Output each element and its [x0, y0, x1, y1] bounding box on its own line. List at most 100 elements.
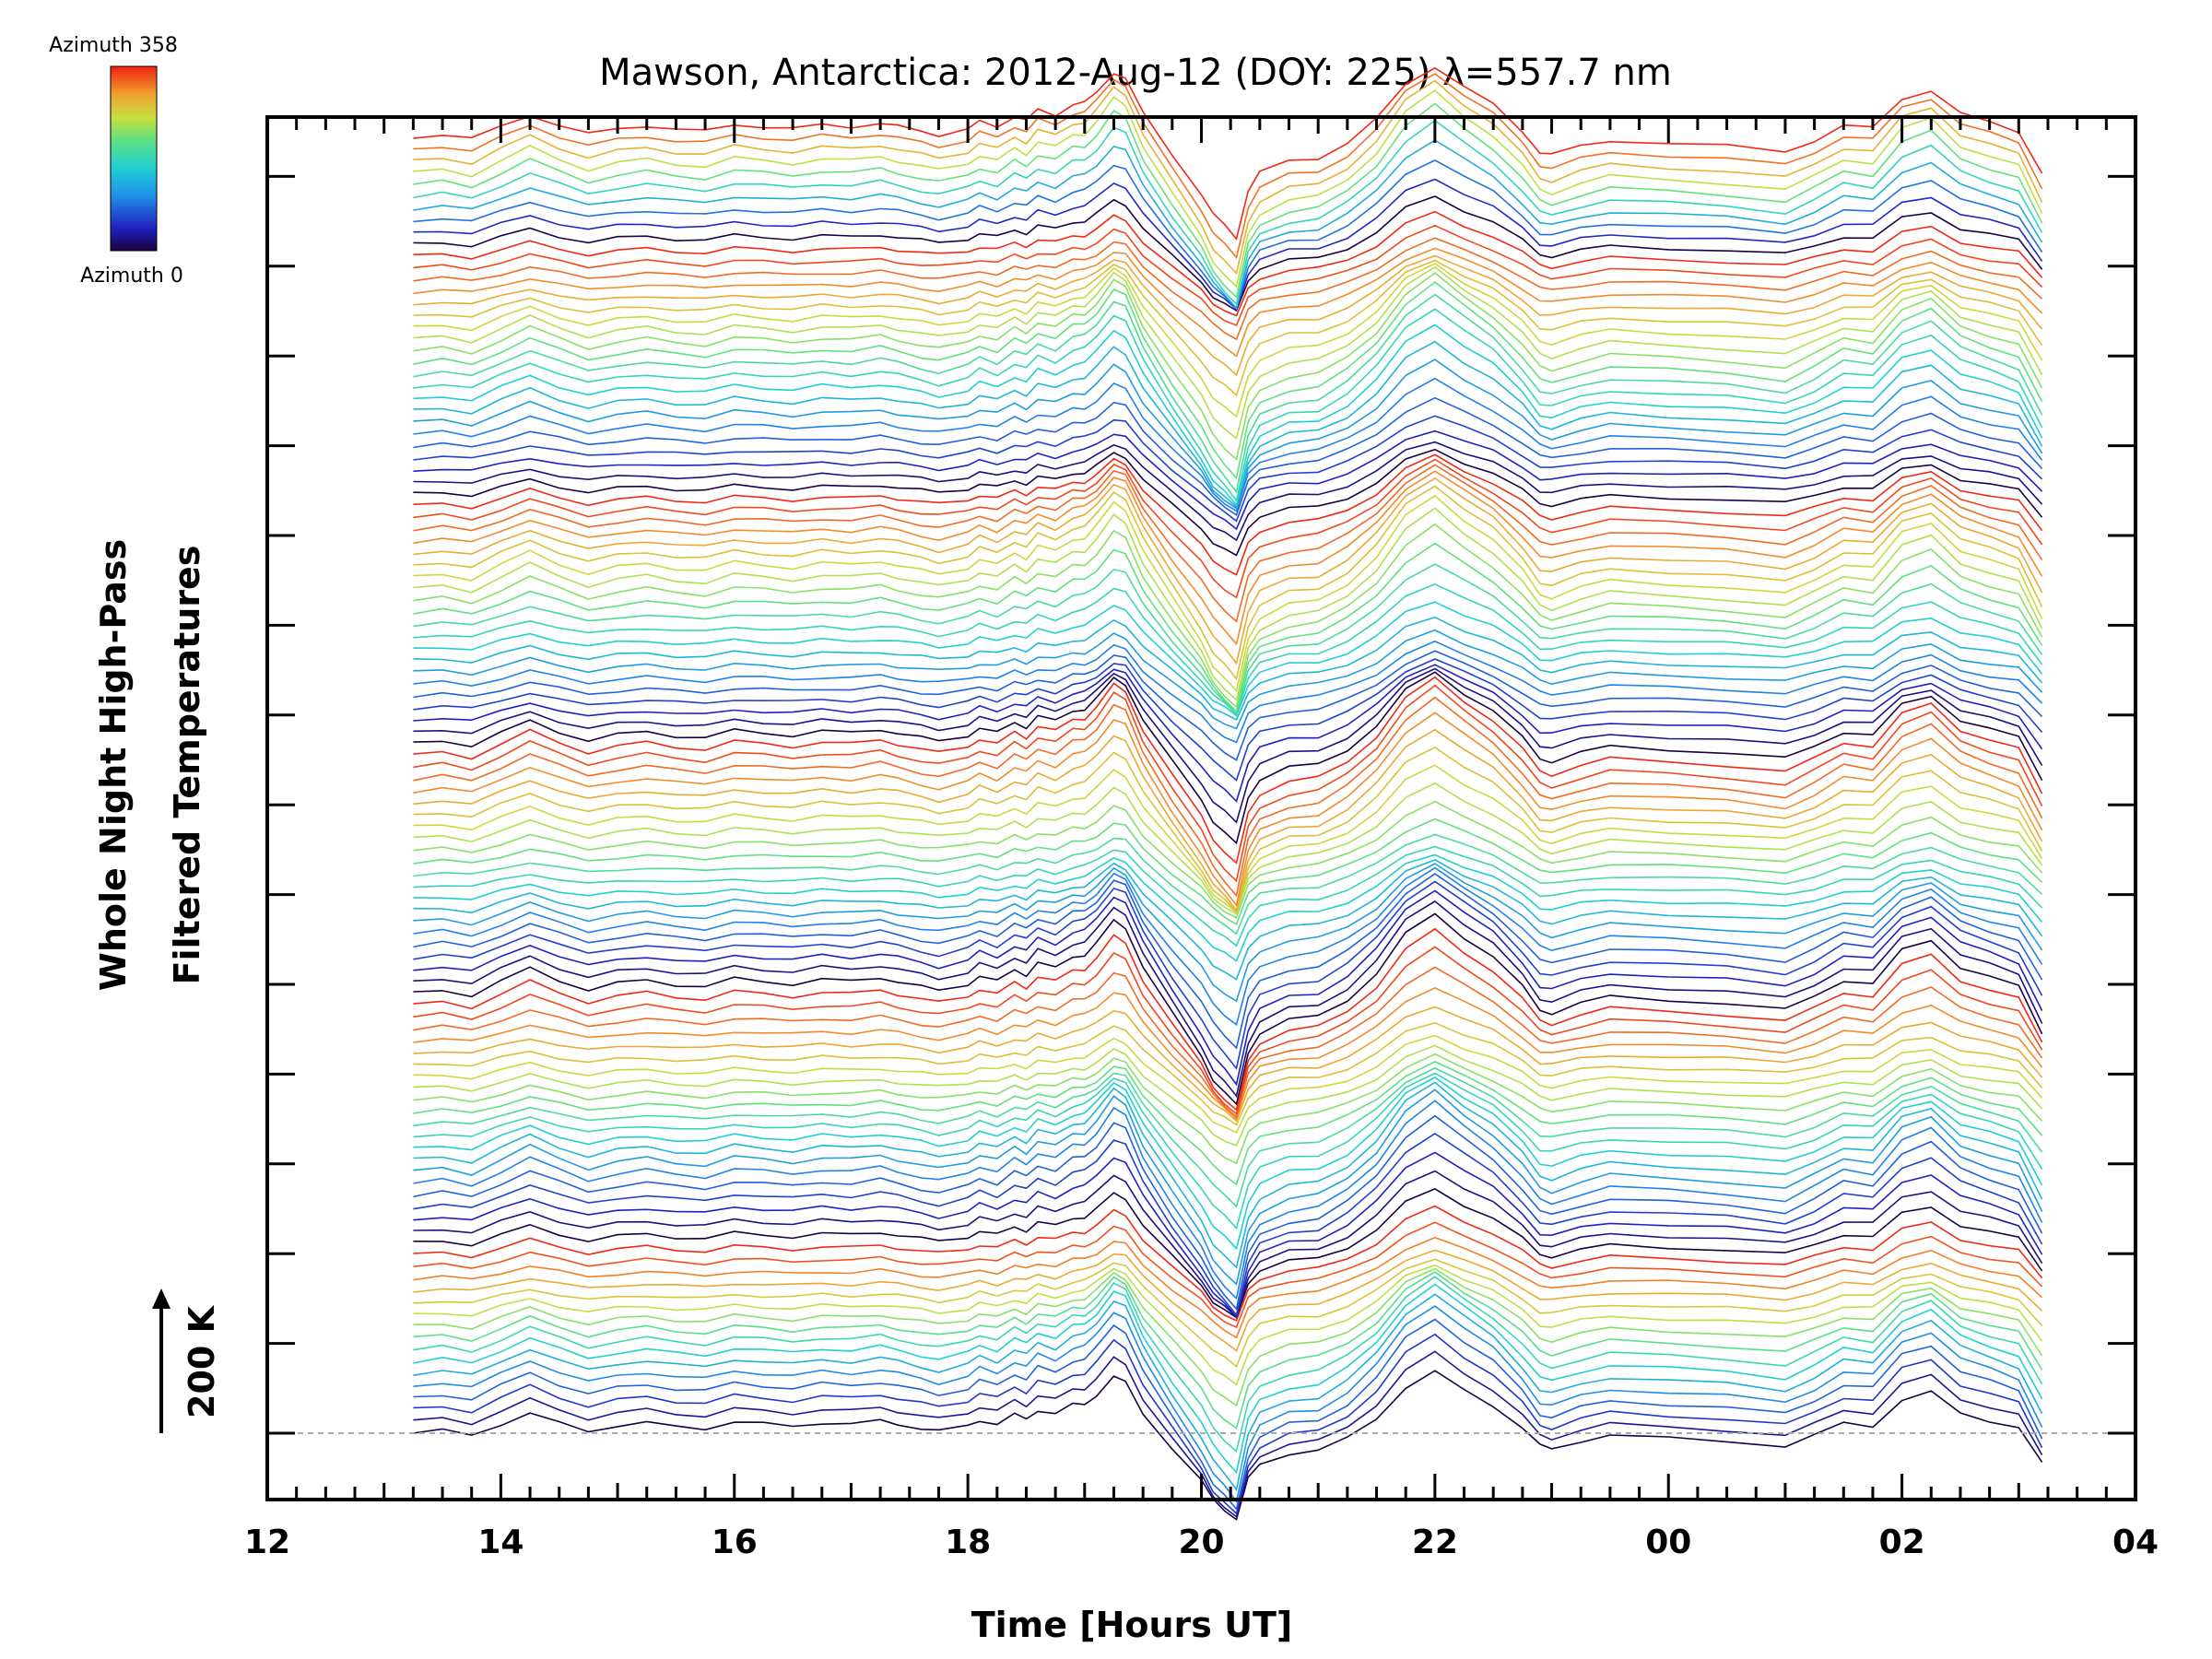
- series-line-6: [413, 1283, 2043, 1475]
- series-line-78: [413, 453, 2043, 576]
- series-line-107: [413, 79, 2043, 276]
- series-line-25: [413, 1072, 2043, 1230]
- x-tick-label: 22: [1412, 1524, 1458, 1561]
- series-line-89: [413, 293, 2043, 494]
- series-line-65: [413, 616, 2043, 722]
- series-line-51: [413, 764, 2043, 914]
- series-line-7: [413, 1276, 2043, 1453]
- series-line-24: [413, 1077, 2043, 1251]
- x-tick-label: 16: [712, 1524, 758, 1561]
- series-line-52: [413, 746, 2043, 913]
- series-line-105: [413, 102, 2043, 299]
- series-line-83: [413, 396, 2043, 517]
- series-line-45: [413, 853, 2043, 962]
- colorbar-gradient: [110, 65, 158, 252]
- series-line-98: [413, 224, 2043, 327]
- series-line-23: [413, 1081, 2043, 1269]
- x-tick-label: 12: [244, 1524, 290, 1561]
- series-line-18: [413, 1151, 2043, 1319]
- y-axis-label: Whole Night High-Pass Filtered Temperatu…: [93, 539, 207, 991]
- series-line-12: [413, 1249, 2043, 1352]
- series-line-36: [413, 927, 2043, 1112]
- series-line-72: [413, 494, 2043, 693]
- series-line-104: [413, 119, 2043, 306]
- series-line-84: [413, 377, 2043, 512]
- series-line-88: [413, 308, 2043, 503]
- series-line-102: [413, 159, 2043, 312]
- series-line-60: [413, 664, 2043, 803]
- scale-bar: 200 K: [152, 1288, 222, 1433]
- series-line-64: [413, 629, 2043, 730]
- series-line-41: [413, 873, 2043, 1050]
- series-line-99: [413, 210, 2043, 317]
- series-line-0: [413, 1370, 2043, 1521]
- series-line-10: [413, 1264, 2043, 1386]
- series-line-75: [413, 470, 2043, 646]
- series-line-55: [413, 696, 2043, 898]
- series-line-61: [413, 658, 2043, 782]
- x-axis-ticks: [265, 117, 2137, 1500]
- series-line-49: [413, 800, 2043, 919]
- series-line-28: [413, 1053, 2043, 1165]
- series-line-96: [413, 247, 2043, 358]
- series-line-35: [413, 946, 2043, 1116]
- y-axis-label-line-2: Filtered Temperatures: [167, 546, 207, 985]
- x-axis-tick-labels: 12 14 16 18 20 22 00 02 04: [244, 1524, 2159, 1561]
- series-line-94: [413, 259, 2043, 397]
- series-line-47: [413, 833, 2043, 935]
- colorbar: Azimuth 358 Azimuth 0: [49, 34, 183, 288]
- chart-title: Mawson, Antarctica: 2012-Aug-12 (DOY: 22…: [599, 52, 1672, 94]
- series-line-31: [413, 1021, 2043, 1126]
- series-line-27: [413, 1061, 2043, 1186]
- series-line-9: [413, 1267, 2043, 1407]
- colorbar-top-label: Azimuth 358: [49, 34, 178, 57]
- series-line-87: [413, 324, 2043, 507]
- series-line-67: [413, 582, 2043, 716]
- series-line-40: [413, 880, 2043, 1071]
- series-line-100: [413, 195, 2043, 312]
- series-line-26: [413, 1066, 2043, 1208]
- series-line-37: [413, 912, 2043, 1106]
- series-line-17: [413, 1170, 2043, 1319]
- series-line-3: [413, 1318, 2043, 1512]
- series-line-44: [413, 859, 2043, 981]
- series-line-34: [413, 966, 2043, 1119]
- series-line-56: [413, 684, 2043, 883]
- series-line-11: [413, 1258, 2043, 1369]
- series-line-82: [413, 415, 2043, 523]
- series-line-62: [413, 650, 2043, 761]
- series-line-2: [413, 1333, 2043, 1515]
- x-tick-label: 14: [477, 1524, 524, 1561]
- series-line-66: [413, 601, 2043, 717]
- series-line-54: [413, 712, 2043, 908]
- series-line-90: [413, 281, 2043, 480]
- series-line-58: [413, 671, 2043, 845]
- series-line-85: [413, 359, 2043, 510]
- series-line-79: [413, 448, 2043, 557]
- scale-bar-arrowhead: [152, 1288, 171, 1309]
- x-axis-label: Time [Hours UT]: [971, 1605, 1293, 1645]
- series-line-53: [413, 728, 2043, 912]
- series-line-70: [413, 523, 2043, 709]
- series-line-15: [413, 1205, 2043, 1322]
- series-line-95: [413, 254, 2043, 377]
- series-line-42: [413, 866, 2043, 1027]
- series-line-69: [413, 542, 2043, 713]
- colorbar-bottom-label: Azimuth 0: [80, 265, 183, 288]
- x-tick-label: 18: [945, 1524, 991, 1561]
- series-line-59: [413, 667, 2043, 824]
- series-line-76: [413, 464, 2043, 623]
- series-line-77: [413, 458, 2043, 599]
- series-line-43: [413, 863, 2043, 1003]
- series-line-20: [413, 1114, 2043, 1311]
- series-line-81: [413, 429, 2043, 531]
- series-line-19: [413, 1132, 2043, 1317]
- series-line-33: [413, 987, 2043, 1121]
- x-tick-label: 02: [1879, 1524, 1925, 1561]
- series-line-8: [413, 1271, 2043, 1430]
- series-line-86: [413, 340, 2043, 509]
- series-line-14: [413, 1221, 2043, 1329]
- series-line-21: [413, 1100, 2043, 1300]
- series-line-103: [413, 139, 2043, 310]
